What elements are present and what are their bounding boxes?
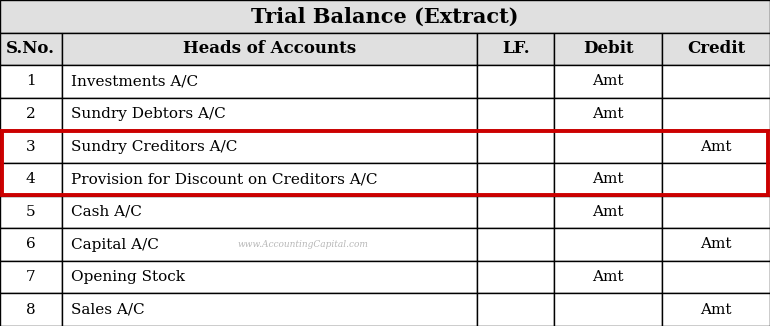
Bar: [662, 163, 770, 196]
Text: S.No.: S.No.: [6, 40, 55, 57]
Bar: [0, 261, 62, 293]
Text: LF.: LF.: [502, 40, 530, 57]
Bar: [477, 261, 554, 293]
Text: Trial Balance (Extract): Trial Balance (Extract): [251, 6, 519, 26]
Text: Amt: Amt: [593, 75, 624, 88]
Bar: [554, 163, 662, 196]
Text: Provision for Discount on Creditors A/C: Provision for Discount on Creditors A/C: [71, 172, 377, 186]
Bar: [0, 228, 62, 261]
Text: 2: 2: [26, 107, 35, 121]
Text: Cash A/C: Cash A/C: [71, 205, 142, 219]
Bar: [62, 261, 477, 293]
Bar: [554, 228, 662, 261]
Text: Amt: Amt: [701, 238, 732, 251]
Bar: [554, 33, 662, 65]
Text: Amt: Amt: [701, 303, 732, 317]
Text: Amt: Amt: [593, 270, 624, 284]
Bar: [62, 98, 477, 130]
Bar: [662, 130, 770, 163]
Text: Heads of Accounts: Heads of Accounts: [183, 40, 356, 57]
Text: 8: 8: [26, 303, 35, 317]
Bar: [662, 261, 770, 293]
Text: 7: 7: [26, 270, 35, 284]
Bar: [62, 228, 477, 261]
Bar: [62, 163, 477, 196]
Bar: [662, 98, 770, 130]
Bar: [0, 98, 62, 130]
Text: www.AccountingCapital.com: www.AccountingCapital.com: [237, 240, 368, 249]
Bar: [62, 130, 477, 163]
Bar: [477, 228, 554, 261]
Bar: [0, 196, 62, 228]
Text: 4: 4: [26, 172, 35, 186]
Bar: [62, 196, 477, 228]
Bar: [62, 65, 477, 98]
Bar: [554, 261, 662, 293]
Bar: [0, 130, 62, 163]
Text: Amt: Amt: [593, 172, 624, 186]
Bar: [554, 65, 662, 98]
Text: Debit: Debit: [583, 40, 634, 57]
Bar: [477, 293, 554, 326]
Text: Opening Stock: Opening Stock: [71, 270, 185, 284]
Text: 3: 3: [26, 140, 35, 154]
Text: 1: 1: [26, 75, 35, 88]
Bar: [0, 293, 62, 326]
Bar: [2, 131, 768, 195]
Bar: [662, 65, 770, 98]
Bar: [477, 196, 554, 228]
Bar: [554, 98, 662, 130]
Bar: [477, 130, 554, 163]
Bar: [662, 33, 770, 65]
Bar: [62, 33, 477, 65]
Text: Amt: Amt: [593, 205, 624, 219]
Text: Amt: Amt: [701, 140, 732, 154]
Bar: [62, 293, 477, 326]
Bar: [554, 130, 662, 163]
Bar: [477, 163, 554, 196]
Bar: [477, 33, 554, 65]
Bar: [477, 98, 554, 130]
Bar: [662, 228, 770, 261]
Text: Sales A/C: Sales A/C: [71, 303, 145, 317]
Bar: [477, 65, 554, 98]
Text: Sundry Debtors A/C: Sundry Debtors A/C: [71, 107, 226, 121]
Text: 5: 5: [26, 205, 35, 219]
Text: Investments A/C: Investments A/C: [71, 75, 198, 88]
Text: Capital A/C: Capital A/C: [71, 238, 159, 251]
Bar: [662, 196, 770, 228]
Text: Amt: Amt: [593, 107, 624, 121]
Text: 6: 6: [26, 238, 35, 251]
Bar: [0, 65, 62, 98]
Bar: [0, 163, 62, 196]
Text: Sundry Creditors A/C: Sundry Creditors A/C: [71, 140, 237, 154]
Bar: [0, 0, 770, 33]
Bar: [554, 293, 662, 326]
Bar: [0, 33, 62, 65]
Bar: [662, 293, 770, 326]
Bar: [554, 196, 662, 228]
Text: Credit: Credit: [687, 40, 745, 57]
